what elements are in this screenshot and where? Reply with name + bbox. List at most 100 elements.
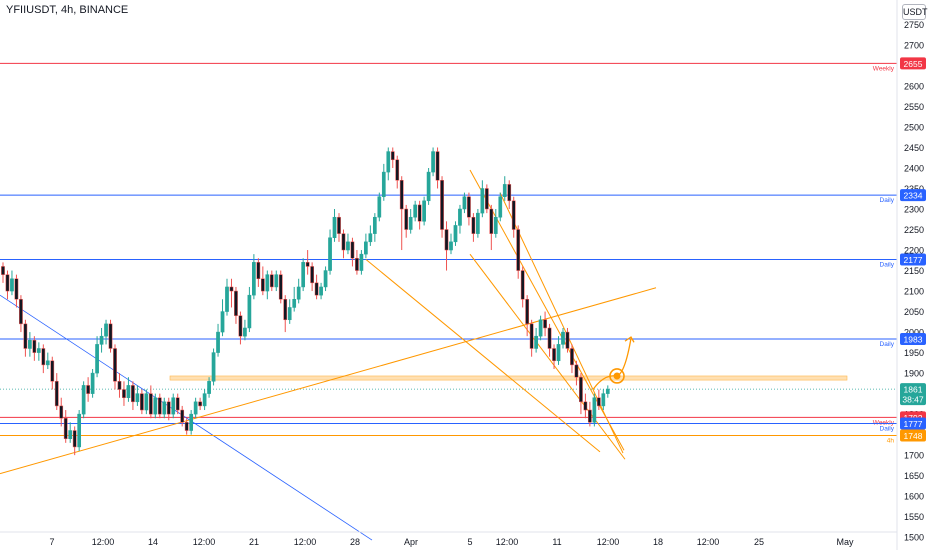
- projection-dot: [613, 372, 621, 380]
- candle-body: [359, 253, 364, 271]
- level-tag: 4h: [887, 437, 895, 444]
- candle: [50, 356, 55, 390]
- candle-body: [175, 397, 180, 411]
- candle: [346, 233, 350, 255]
- time-axis[interactable]: 7 12:00 14 12:00 21 12:00 28 Apr 5 12:00 11 12:00 18…: [0, 531, 897, 547]
- candle: [565, 327, 570, 353]
- price-badge-bg: [900, 429, 926, 442]
- candle-body: [507, 184, 512, 202]
- candle-body: [458, 208, 462, 226]
- candle: [216, 323, 220, 357]
- price-tick-label: 2700: [904, 40, 924, 50]
- candle: [252, 254, 256, 300]
- candle: [458, 204, 462, 234]
- candle: [202, 389, 207, 411]
- candle: [543, 311, 547, 337]
- candle: [140, 389, 144, 415]
- candle-body: [332, 216, 337, 238]
- candle-body: [467, 196, 471, 218]
- candle-body: [583, 401, 588, 411]
- candle: [498, 192, 503, 222]
- candle: [588, 401, 592, 427]
- candle-body: [99, 335, 104, 345]
- level-tag: Daily: [880, 426, 895, 433]
- candle: [364, 233, 368, 259]
- candle: [556, 336, 561, 365]
- channel-lower-line: [365, 259, 601, 453]
- price-tick-label: 2750: [904, 20, 924, 30]
- candle-body: [95, 344, 99, 374]
- candle-body: [113, 348, 117, 382]
- candle: [449, 233, 453, 255]
- candle: [162, 397, 167, 419]
- time-tick-label: 7: [49, 537, 54, 547]
- price-tick-label: 1600: [904, 492, 924, 502]
- candle-body: [171, 397, 176, 415]
- candle-body: [520, 270, 525, 300]
- candle-body: [556, 344, 561, 362]
- candle-body: [355, 257, 359, 271]
- candle-body: [529, 323, 534, 349]
- price-tick-label: 1500: [904, 533, 924, 543]
- price-axis[interactable]: 2750270026502600255025002450240023502300…: [896, 0, 932, 550]
- price-badge: 2177: [900, 253, 926, 266]
- symbol-title[interactable]: YFIIUSDT, 4h, BINANCE: [6, 4, 129, 16]
- candle: [108, 319, 113, 353]
- candle: [287, 299, 292, 324]
- candle: [131, 381, 135, 411]
- time-tick-label: 12:00: [597, 537, 620, 547]
- candle-body: [484, 188, 489, 210]
- candle-body: [45, 360, 50, 366]
- price-tick-label: 2500: [904, 122, 924, 132]
- candle-body: [131, 385, 135, 403]
- arrow-head: [624, 336, 635, 343]
- candle: [511, 196, 516, 238]
- candle-body: [440, 180, 444, 230]
- candle: [180, 405, 185, 427]
- candle-body: [216, 331, 220, 353]
- candle-body: [390, 151, 395, 161]
- candle-body: [480, 188, 485, 214]
- candle: [14, 274, 19, 308]
- candle-body: [413, 204, 418, 218]
- candle: [260, 266, 265, 296]
- candle-body: [229, 286, 234, 292]
- candle: [453, 221, 458, 246]
- price-tick-label: 1700: [904, 451, 924, 461]
- time-tick-label: 28: [350, 537, 360, 547]
- level-tag: Daily: [880, 341, 895, 348]
- price-axis-bg: [897, 0, 932, 550]
- candle-body: [225, 286, 229, 312]
- candle-body: [449, 241, 453, 251]
- candle: [386, 147, 391, 181]
- candle: [45, 352, 50, 369]
- candle-body: [234, 290, 238, 316]
- candle: [171, 393, 176, 419]
- candle-body: [579, 376, 583, 403]
- candle-body: [1, 266, 5, 275]
- candle: [157, 393, 162, 419]
- time-tick-label: 11: [552, 537, 561, 547]
- candle-body: [417, 204, 422, 222]
- candle-body: [157, 397, 162, 415]
- currency-button[interactable]: USDT: [902, 4, 928, 20]
- candle: [234, 286, 238, 324]
- candle: [529, 319, 534, 357]
- price-badge-bg: [900, 333, 926, 346]
- time-tick-label: 21: [249, 537, 259, 547]
- countdown-label: 38:47: [902, 395, 924, 405]
- price-tick-label: 2300: [904, 205, 924, 215]
- candle-body: [328, 237, 332, 271]
- candle-body: [269, 274, 274, 288]
- candle-body: [314, 282, 319, 296]
- candle-body: [596, 397, 601, 407]
- candle-body: [570, 348, 574, 366]
- zone-layer: [169, 375, 848, 381]
- time-tick-label: May: [836, 537, 854, 547]
- price-tick-label: 2550: [904, 102, 924, 112]
- candle: [296, 278, 301, 304]
- candle: [319, 282, 323, 300]
- price-tick-label: 1650: [904, 471, 924, 481]
